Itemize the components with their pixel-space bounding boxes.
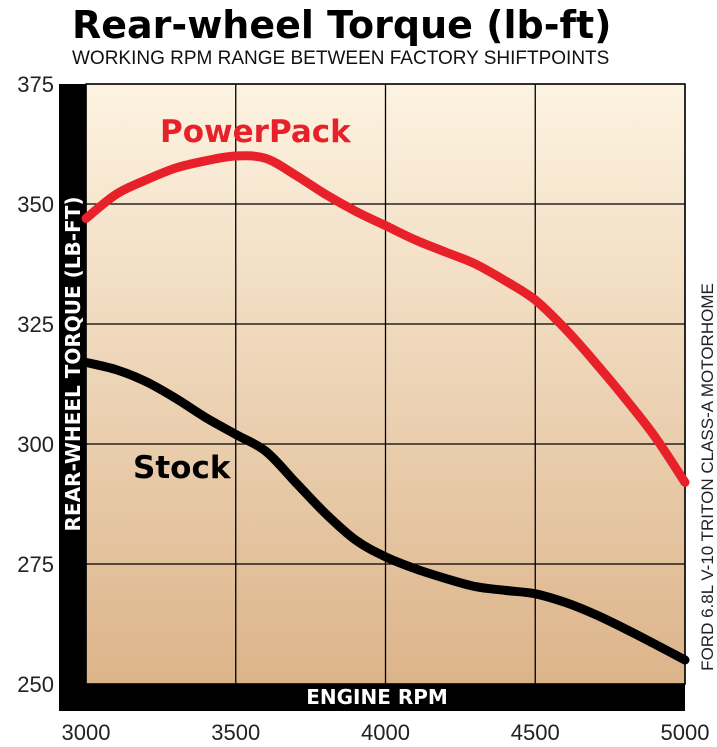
- side-note: FORD 6.8L V-10 TRITON CLASS-A MOTORHOME: [698, 283, 717, 671]
- chart-title: Rear-wheel Torque (lb-ft): [72, 3, 612, 47]
- y-tick-label: 325: [17, 312, 54, 337]
- x-axis-label: ENGINE RPM: [306, 685, 448, 709]
- y-tick-label: 300: [17, 432, 54, 457]
- y-axis-bar: [59, 84, 86, 711]
- y-axis-label: REAR-WHEEL TORQUE (LB-FT): [61, 197, 85, 532]
- y-tick-label: 275: [17, 552, 54, 577]
- x-tick-label: 5000: [661, 720, 710, 745]
- series-line-stock: [81, 357, 690, 665]
- y-tick-label: 350: [17, 192, 54, 217]
- y-tick-label: 375: [17, 72, 54, 97]
- series-label-powerpack: PowerPack: [160, 114, 352, 150]
- y-tick-label: 250: [17, 672, 54, 697]
- series-line-powerpack: [81, 151, 690, 487]
- y-tick-labels: 250 275 300 325 350 375: [17, 72, 54, 697]
- chart-subtitle: WORKING RPM RANGE BETWEEN FACTORY SHIFTP…: [72, 48, 609, 69]
- x-tick-label: 4500: [511, 720, 560, 745]
- series-lines: [81, 151, 690, 665]
- x-tick-label: 4000: [361, 720, 410, 745]
- series-label-stock: Stock: [133, 450, 232, 486]
- x-tick-label: 3500: [211, 720, 260, 745]
- x-axis-bar: [59, 684, 685, 711]
- x-tick-labels: 3000 3500 4000 4500 5000: [62, 720, 710, 745]
- x-tick-label: 3000: [62, 720, 111, 745]
